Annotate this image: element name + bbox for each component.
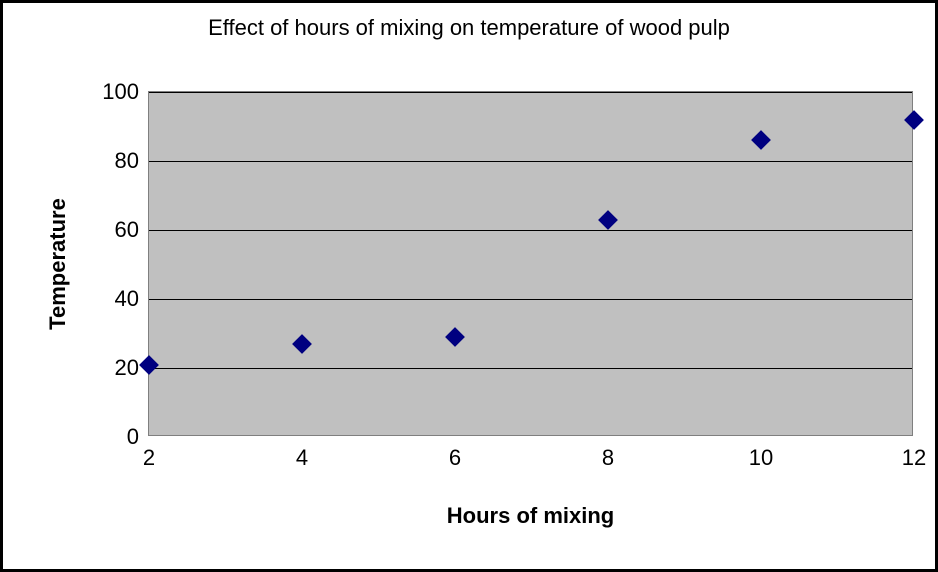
data-point — [598, 210, 618, 230]
y-tick-label: 80 — [115, 148, 149, 174]
gridline-h — [149, 299, 912, 300]
y-axis-title: Temperature — [45, 198, 71, 330]
gridline-h — [149, 368, 912, 369]
data-point — [751, 130, 771, 150]
y-tick-label: 60 — [115, 217, 149, 243]
x-tick-label: 2 — [143, 435, 155, 471]
x-tick-label: 4 — [296, 435, 308, 471]
x-tick-label: 6 — [449, 435, 461, 471]
y-tick-label: 40 — [115, 286, 149, 312]
data-point — [904, 110, 924, 130]
data-point — [445, 327, 465, 347]
x-tick-label: 10 — [749, 435, 773, 471]
data-point — [292, 334, 312, 354]
chart-title: Effect of hours of mixing on temperature… — [3, 15, 935, 41]
plot-area: 02040608010024681012 — [148, 91, 913, 436]
x-tick-label: 8 — [602, 435, 614, 471]
y-tick-label: 100 — [102, 79, 149, 105]
gridline-h — [149, 161, 912, 162]
gridline-h — [149, 230, 912, 231]
x-axis-title: Hours of mixing — [447, 503, 614, 529]
chart-frame: Effect of hours of mixing on temperature… — [0, 0, 938, 572]
gridline-h — [149, 92, 912, 93]
x-tick-label: 12 — [902, 435, 926, 471]
